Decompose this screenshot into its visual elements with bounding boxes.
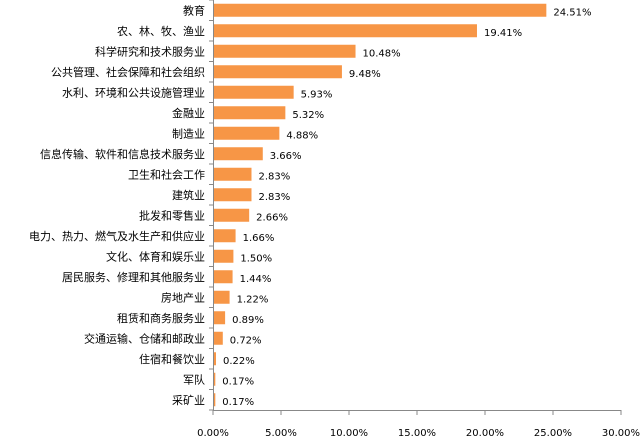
value-label: 2.83% <box>258 192 290 203</box>
bar <box>213 44 356 58</box>
value-label: 1.50% <box>240 253 272 264</box>
x-tick-label: 20.00% <box>466 428 504 439</box>
category-label: 卫生和社会工作 <box>128 167 205 181</box>
value-labels-group: 24.51% 19.41% 10.48% 9.48% 5.93% 5.32% 4.88% 3.… <box>222 7 591 408</box>
value-label: 0.17% <box>222 397 254 408</box>
x-axis: 0.00% 5.00% 10.00% 15.00% 20.00% 25.00% 30.00% <box>197 0 640 439</box>
category-label: 租赁和商务服务业 <box>117 311 205 325</box>
bar <box>213 311 226 325</box>
value-label: 10.48% <box>363 48 401 59</box>
bar <box>213 208 250 222</box>
bar <box>213 24 477 38</box>
x-tick-label: 25.00% <box>534 428 572 439</box>
bar <box>213 352 216 366</box>
value-label: 2.83% <box>258 171 290 182</box>
value-label: 0.72% <box>230 335 262 346</box>
x-tick-label: 0.00% <box>197 428 229 439</box>
category-label: 住宿和餐饮业 <box>139 352 205 366</box>
value-label: 1.22% <box>237 294 269 305</box>
category-label: 科学研究和技术服务业 <box>95 44 205 58</box>
category-label: 信息传输、软件和信息技术服务业 <box>40 147 205 161</box>
bar <box>213 85 294 99</box>
bar <box>213 372 216 386</box>
bar <box>213 167 252 181</box>
bars-group <box>213 3 547 407</box>
bar <box>213 229 236 243</box>
value-label: 0.22% <box>223 356 255 367</box>
category-label: 批发和零售业 <box>139 208 205 222</box>
category-label: 金融业 <box>172 106 205 120</box>
bar <box>213 126 280 140</box>
bar <box>213 188 252 202</box>
category-label: 居民服务、修理和其他服务业 <box>62 270 205 284</box>
x-tick-label: 15.00% <box>398 428 436 439</box>
x-tick-label: 30.00% <box>602 428 640 439</box>
category-label: 建筑业 <box>172 188 205 202</box>
bar <box>213 65 342 79</box>
category-label: 教育 <box>183 3 205 17</box>
value-label: 1.44% <box>240 274 272 285</box>
bar <box>213 3 547 17</box>
value-label: 2.66% <box>256 212 288 223</box>
category-label: 交通运输、仓储和邮政业 <box>84 331 205 345</box>
bar <box>213 147 263 161</box>
category-label: 军队 <box>183 372 205 386</box>
category-label: 农、林、牧、渔业 <box>117 24 205 38</box>
bar <box>213 290 230 304</box>
category-label: 水利、环境和公共设施管理业 <box>62 85 205 99</box>
category-label: 电力、热力、燃气及水生产和供应业 <box>29 229 205 243</box>
bar <box>213 249 234 263</box>
value-label: 4.88% <box>286 130 318 141</box>
x-tick-label: 5.00% <box>265 428 297 439</box>
bar <box>213 393 216 407</box>
bar <box>213 106 286 120</box>
value-label: 24.51% <box>553 7 591 18</box>
category-label: 采矿业 <box>172 394 205 407</box>
category-label: 文化、体育和娱乐业 <box>106 249 205 263</box>
category-label: 制造业 <box>172 126 205 140</box>
bar <box>213 270 233 284</box>
value-label: 0.89% <box>232 315 264 326</box>
bar <box>213 331 223 345</box>
value-label: 5.32% <box>292 110 324 121</box>
value-label: 19.41% <box>484 28 522 39</box>
x-tick-label: 10.00% <box>330 428 368 439</box>
category-label: 公共管理、社会保障和社会组织 <box>51 65 205 79</box>
value-label: 9.48% <box>349 69 381 80</box>
value-label: 5.93% <box>301 89 333 100</box>
value-label: 0.17% <box>222 376 254 387</box>
category-label: 房地产业 <box>161 290 205 304</box>
value-label: 1.66% <box>243 233 275 244</box>
category-labels-group: 教育农、林、牧、渔业科学研究和技术服务业公共管理、社会保障和社会组织水利、环境和… <box>29 3 205 407</box>
value-label: 3.66% <box>270 151 302 162</box>
